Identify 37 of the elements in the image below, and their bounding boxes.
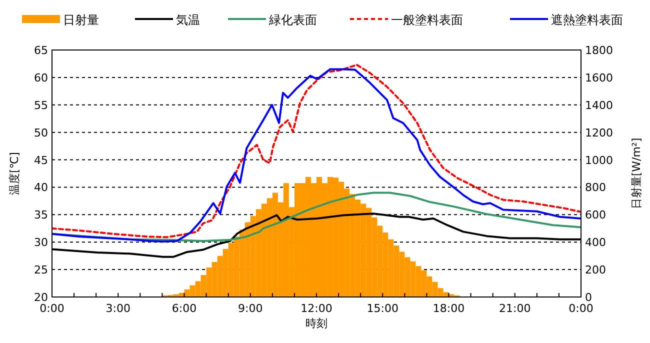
y-tick-label: 60: [34, 71, 48, 84]
x-tick-label: 0:00: [40, 302, 64, 315]
x-axis-title: 時刻: [306, 317, 328, 330]
x-tick-label: 21:00: [499, 302, 531, 315]
y-tick-label: 50: [34, 126, 48, 140]
legend-label: 緑化表面: [268, 13, 317, 27]
y-axis-title: 温度[℃]: [8, 152, 21, 195]
y2-tick-label: 1600: [585, 71, 613, 84]
y-tick-label: 20: [34, 291, 48, 304]
y2-tick-label: 200: [585, 264, 606, 277]
legend-label: 日射量: [63, 13, 99, 27]
y-tick-label: 30: [34, 236, 48, 250]
x-tick-label: 15:00: [366, 302, 398, 315]
y2-tick-label: 0: [585, 291, 592, 304]
x-tick-label: 3:00: [106, 302, 130, 315]
legend-label: 一般塗料表面: [391, 13, 463, 27]
y-tick-label: 35: [34, 208, 48, 222]
x-tick-label: 6:00: [172, 302, 197, 315]
legend-label: 気温: [176, 13, 200, 27]
y2-tick-label: 600: [585, 208, 606, 222]
x-tick-label: 0:00: [568, 302, 594, 315]
y2-tick-label: 1800: [585, 44, 613, 57]
x-tick-label: 18:00: [432, 302, 465, 315]
legend-label: 遮熱塗料表面: [551, 13, 623, 27]
y2-tick-label: 1000: [585, 154, 613, 167]
y2-axis-title: 日射量[W/m²]: [630, 138, 643, 210]
y-tick-label: 65: [34, 44, 48, 57]
y-tick-label: 55: [34, 98, 48, 112]
y2-tick-label: 400: [585, 236, 606, 250]
y2-tick-label: 1200: [585, 126, 613, 140]
y2-tick-label: 800: [585, 181, 606, 194]
y-tick-label: 25: [34, 264, 48, 277]
x-tick-label: 12:00: [300, 302, 332, 315]
x-tick-label: 9:00: [238, 302, 263, 315]
y2-tick-label: 1400: [585, 98, 613, 112]
y-tick-label: 45: [34, 154, 48, 167]
y-tick-label: 40: [34, 181, 48, 194]
